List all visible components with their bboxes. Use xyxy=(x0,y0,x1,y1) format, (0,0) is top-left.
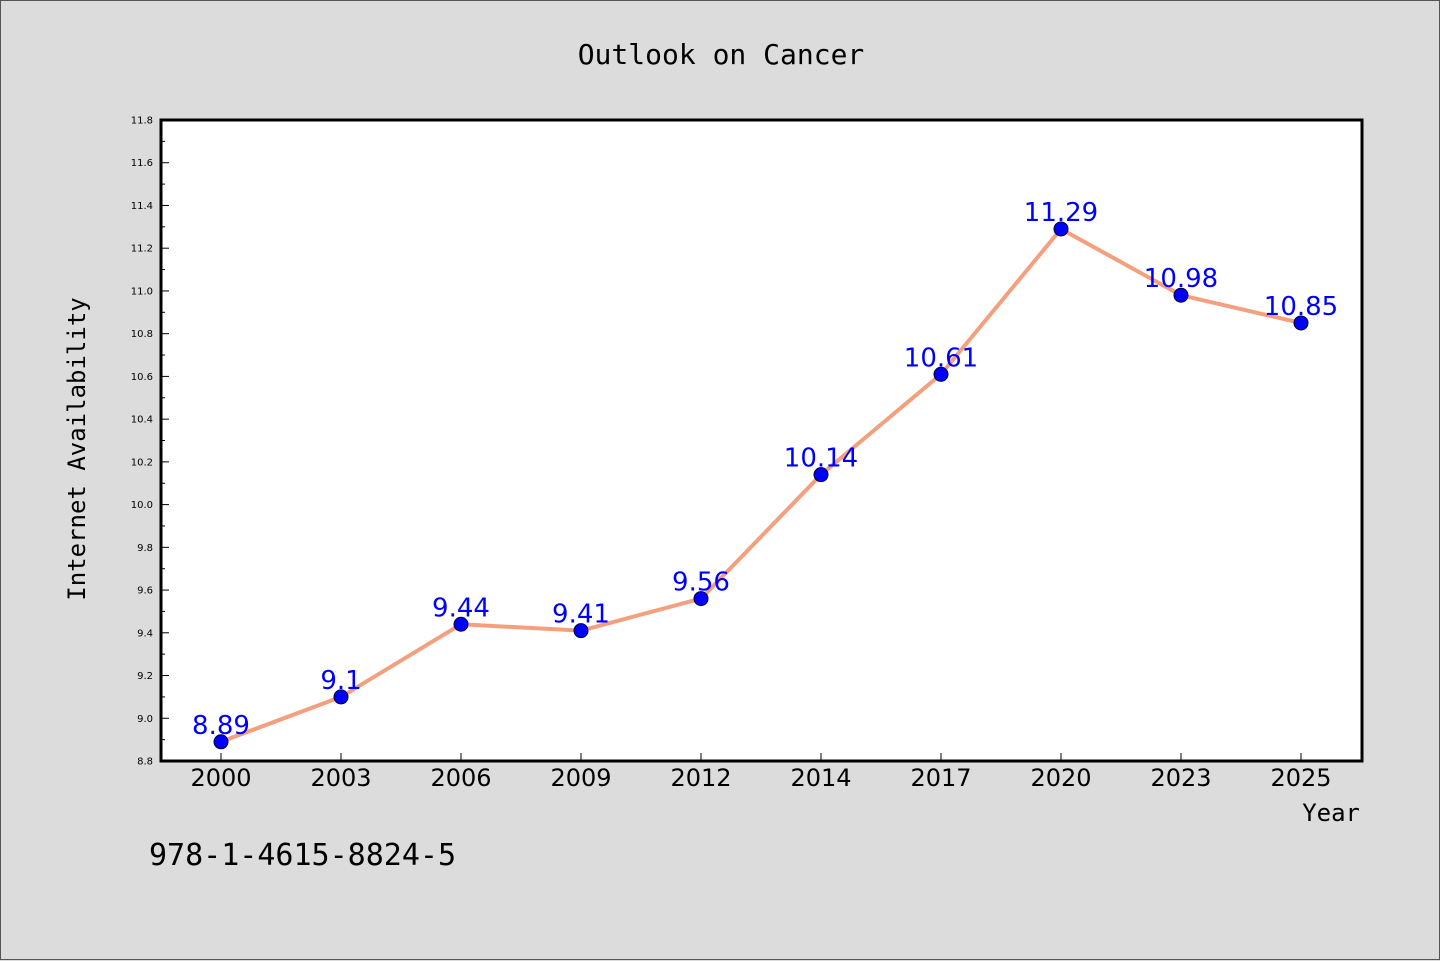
data-point xyxy=(1053,221,1069,237)
data-point xyxy=(573,623,589,639)
x-tick-label: 2023 xyxy=(1150,764,1211,792)
data-label: 9.56 xyxy=(672,568,730,598)
data-point xyxy=(333,689,349,705)
data-label: 9.44 xyxy=(432,593,490,623)
y-tick-label: 9.8 xyxy=(137,543,153,554)
y-tick-label: 9.4 xyxy=(137,628,153,639)
chart-title: Outlook on Cancer xyxy=(578,38,865,71)
data-point xyxy=(1173,287,1189,303)
y-tick-label: 8.8 xyxy=(137,757,153,768)
x-axis: 2000 2003 2006 2009 2012 2014 2017 2020 2023 2025 xyxy=(190,753,1332,792)
y-tick-label: 10.4 xyxy=(131,415,153,426)
x-tick-label: 2012 xyxy=(670,764,731,792)
x-tick-label: 2020 xyxy=(1030,764,1091,792)
x-tick-label: 2025 xyxy=(1270,764,1331,792)
series-line xyxy=(219,226,1303,744)
data-label: 9.1 xyxy=(320,666,361,696)
y-tick-label: 11.4 xyxy=(131,201,153,212)
x-tick-label: 2014 xyxy=(790,764,851,792)
y-tick-label: 11.0 xyxy=(131,286,153,297)
y-axis: 8.8 9.0 9.2 9.4 9.6 9.8 10.0 10.2 10.4 10.6 10.8 11… xyxy=(131,116,169,768)
y-tick-label: 11.2 xyxy=(131,244,153,255)
data-point xyxy=(933,366,949,382)
x-tick-label: 2009 xyxy=(550,764,611,792)
y-axis-title: Internet Availability xyxy=(63,297,91,600)
x-tick-label: 2006 xyxy=(430,764,491,792)
y-tick-label: 9.2 xyxy=(137,671,153,682)
data-label: 8.89 xyxy=(192,711,250,741)
x-tick-label: 2003 xyxy=(310,764,371,792)
y-tick-label: 11.6 xyxy=(131,158,153,169)
x-tick-label: 2000 xyxy=(190,764,251,792)
data-point xyxy=(813,467,829,483)
y-tick-label: 11.8 xyxy=(131,116,153,127)
y-tick-label: 9.0 xyxy=(137,714,153,725)
data-label: 9.41 xyxy=(552,600,610,630)
data-point xyxy=(213,734,229,750)
plot-area xyxy=(159,118,1364,763)
footnote-isbn: 978-1-4615-8824-5 xyxy=(149,838,456,873)
y-tick-label: 10.0 xyxy=(131,500,153,511)
y-tick-label: 9.6 xyxy=(137,586,153,597)
y-tick-label: 10.2 xyxy=(131,457,153,468)
data-point xyxy=(1293,315,1309,331)
x-axis-title: Year xyxy=(1302,799,1360,827)
data-label: 10.98 xyxy=(1144,264,1218,294)
y-tick-label: 10.6 xyxy=(131,372,153,383)
data-point xyxy=(453,616,469,632)
y-tick-label: 10.8 xyxy=(131,329,153,340)
data-label: 11.29 xyxy=(1024,198,1098,228)
data-label: 10.61 xyxy=(904,343,978,373)
data-label: 10.14 xyxy=(784,444,858,474)
data-label: 10.85 xyxy=(1264,292,1338,322)
data-point xyxy=(693,591,709,607)
series-layer: 8.89 9.1 9.44 9.41 9.56 10.14 10.61 11.29 10.98 1… xyxy=(192,198,1338,750)
x-tick-label: 2017 xyxy=(910,764,971,792)
